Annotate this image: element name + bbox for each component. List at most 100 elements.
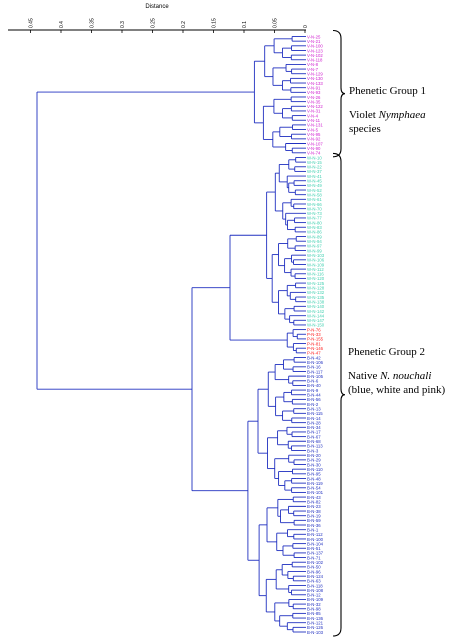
group-brace <box>332 29 346 158</box>
leaf-label: B-N-121 <box>307 620 324 625</box>
leaf-label: B-N-115 <box>307 411 323 416</box>
leaf-label: B-N-113 <box>307 444 323 449</box>
leaf-label: W-N-135 <box>307 295 325 300</box>
leaf-label: B-N-42 <box>307 355 321 360</box>
leaf-label: B-N-28 <box>307 420 321 425</box>
leaf-label: V-N-25 <box>307 34 321 39</box>
leaf-label: W-N-99 <box>307 248 322 253</box>
leaf-label: B-N-2 <box>307 402 319 407</box>
group2-title: Phenetic Group 2 <box>348 346 425 358</box>
leaf-label: W-N-128 <box>307 286 325 291</box>
leaf-label: W-N-120 <box>307 276 325 281</box>
leaf-label: B-N-40 <box>307 383 321 388</box>
axis-tick-label: 0.2 <box>181 21 187 28</box>
leaf-label: B-N-103 <box>307 630 324 635</box>
axis-tick-label: 0.15 <box>212 18 218 28</box>
group1-title: Phenetic Group 1 <box>349 85 426 97</box>
leaf-label: B-N-23 <box>307 504 321 509</box>
leaf-label: P-N-47 <box>307 351 321 356</box>
leaf-label: W-N-86 <box>307 230 322 235</box>
leaf-label: V-N-93 <box>307 90 321 95</box>
leaf-label: V-N-90 <box>307 146 321 151</box>
leaf-label: B-N-68 <box>307 439 321 444</box>
axis-ticks: 0.45 0.4 0.35 0.3 0.25 0.2 0.15 0.1 0.05 0 <box>8 18 309 33</box>
leaf-label: B-N-98 <box>307 607 321 612</box>
leaf-label: W-N-106 <box>307 258 325 263</box>
leaf-label: B-N-48 <box>307 476 321 481</box>
axis-tick-label: 0.25 <box>151 18 157 28</box>
leaf-label: W-N-89 <box>307 234 322 239</box>
leaf-label: V-N-35 <box>307 99 321 104</box>
leaf-label: W-N-45 <box>307 179 322 184</box>
leaf-label: B-N-119 <box>307 481 323 486</box>
leaf-label: W-N-10 <box>307 155 322 160</box>
leaf-label: W-N-61 <box>307 197 322 202</box>
leaf-label: B-N-118 <box>307 583 323 588</box>
group2-annotation: Phenetic Group 2 Native N. nouchali (blu… <box>348 345 445 397</box>
leaf-label: B-N-3 <box>307 448 319 453</box>
group1-annotation: Phenetic Group 1 Violet Nymphaea species <box>349 84 426 136</box>
leaf-label: B-N-44 <box>307 393 321 398</box>
leaf-label: P-N-33 <box>307 332 321 337</box>
leaf-label: P-N-76 <box>307 327 321 332</box>
leaf-label: W-N-132 <box>307 290 325 295</box>
leaf-label: W-N-150 <box>307 323 325 328</box>
leaf-label: B-N-14 <box>307 416 321 421</box>
leaf-label: B-N-29 <box>307 458 321 463</box>
leaf-label: V-N-95 <box>307 132 321 137</box>
leaf-label: V-N-21 <box>307 39 321 44</box>
leaf-label: V-N-8 <box>307 62 319 67</box>
leaf-label: W-N-109 <box>307 262 325 267</box>
leaf-label: B-N-38 <box>307 509 321 514</box>
leaf-label: V-N-26 <box>307 95 321 100</box>
leaf-label: V-N-91 <box>307 85 321 90</box>
leaf-label: W-N-37 <box>307 169 322 174</box>
leaf-label: W-N-15 <box>307 160 322 165</box>
leaf-label: B-N-71 <box>307 555 321 560</box>
leaf-label: W-N-144 <box>307 313 325 318</box>
leaf-label: P-N-155 <box>307 337 324 342</box>
leaf-label: W-N-116 <box>307 272 324 277</box>
leaf-label: V-N-100 <box>307 44 323 49</box>
leaf-label: W-N-125 <box>307 281 325 286</box>
leaf-label: B-N-112 <box>307 532 323 537</box>
leaf-label: B-N-106 <box>307 360 324 365</box>
leaf-label: B-N-96 <box>307 569 321 574</box>
leaf-label: B-N-85 <box>307 611 321 616</box>
leaf-label: B-N-67 <box>307 434 321 439</box>
leaf-label: W-N-49 <box>307 183 322 188</box>
leaf-label: V-N-118 <box>307 58 323 63</box>
leaf-label: B-N-51 <box>307 546 321 551</box>
leaf-label: B-N-104 <box>307 541 324 546</box>
leaf-label: V-N-133 <box>307 81 323 86</box>
axis-title: Distance <box>145 4 169 10</box>
leaf-label: W-N-80 <box>307 220 322 225</box>
leaf-label: W-N-94 <box>307 239 322 244</box>
leaf-label: B-N-54 <box>307 486 321 491</box>
leaf-label: V-N-122 <box>307 104 323 109</box>
leaf-label: B-N-100 <box>307 537 324 542</box>
leaf-label: B-N-9 <box>307 388 319 393</box>
leaf-label: W-N-83 <box>307 225 322 230</box>
leaf-label: B-N-50 <box>307 565 321 570</box>
leaf-label: W-N-103 <box>307 253 325 258</box>
group2-line2: (blue, white and pink) <box>348 384 446 396</box>
leaf-label: B-N-124 <box>307 574 324 579</box>
leaf-label: W-N-70 <box>307 206 322 211</box>
leaf-label: B-N-63 <box>307 579 321 584</box>
leaf-label: V-N-129 <box>307 72 323 77</box>
leaf-label: V-N-131 <box>307 123 323 128</box>
leaf-label: W-N-22 <box>307 165 322 170</box>
leaf-label: W-N-77 <box>307 216 322 221</box>
leaf-label: V-N-11 <box>307 118 321 123</box>
axis-tick-label: 0.3 <box>120 21 126 28</box>
leaf-label: V-N-4 <box>307 113 319 118</box>
leaf-label: W-N-140 <box>307 304 325 309</box>
group-brace <box>332 152 346 637</box>
group1-line2: species <box>349 123 381 135</box>
leaf-label: V-N-102 <box>307 53 323 58</box>
leaf-label: V-N-7 <box>307 67 319 72</box>
leaf-label: V-N-107 <box>307 141 323 146</box>
leaf-label: B-N-95 <box>307 472 321 477</box>
